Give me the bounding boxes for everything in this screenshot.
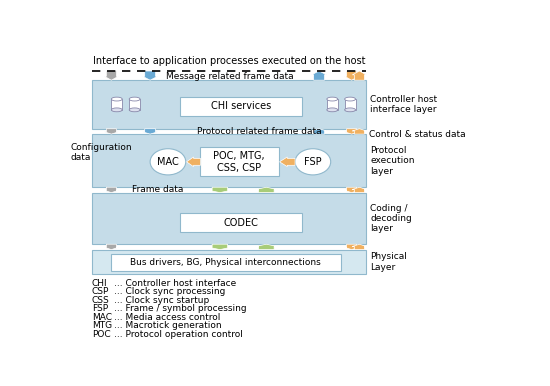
FancyBboxPatch shape — [92, 80, 366, 129]
Ellipse shape — [295, 149, 331, 175]
Polygon shape — [209, 187, 231, 193]
Text: FSP: FSP — [304, 157, 322, 167]
FancyBboxPatch shape — [180, 97, 302, 116]
FancyBboxPatch shape — [327, 99, 338, 110]
Polygon shape — [104, 129, 118, 134]
Text: ... Controller host interface: ... Controller host interface — [114, 279, 236, 288]
Polygon shape — [353, 71, 366, 80]
FancyBboxPatch shape — [200, 147, 279, 176]
Ellipse shape — [327, 108, 338, 112]
Polygon shape — [344, 129, 359, 134]
Text: ... Media access control: ... Media access control — [114, 313, 220, 322]
Text: Message related frame data: Message related frame data — [166, 72, 293, 81]
Polygon shape — [353, 187, 366, 193]
FancyBboxPatch shape — [129, 99, 140, 110]
Text: ... Clock sync processing: ... Clock sync processing — [114, 288, 225, 296]
Text: MAC: MAC — [92, 313, 112, 322]
Text: CHI: CHI — [92, 279, 108, 288]
Polygon shape — [186, 157, 201, 167]
Ellipse shape — [150, 149, 186, 175]
Text: ... Macrotick generation: ... Macrotick generation — [114, 321, 221, 330]
Ellipse shape — [129, 97, 140, 101]
Polygon shape — [256, 244, 277, 250]
Polygon shape — [311, 129, 327, 134]
FancyBboxPatch shape — [92, 250, 366, 274]
Ellipse shape — [345, 108, 355, 112]
Text: Coding /
decoding
layer: Coding / decoding layer — [370, 203, 412, 233]
Ellipse shape — [345, 97, 355, 101]
FancyBboxPatch shape — [111, 254, 341, 271]
Text: CODEC: CODEC — [223, 218, 258, 228]
Polygon shape — [104, 187, 118, 193]
Text: CHI services: CHI services — [211, 102, 271, 112]
Text: ... Protocol operation control: ... Protocol operation control — [114, 330, 243, 339]
Text: Interface to application processes executed on the host: Interface to application processes execu… — [92, 56, 365, 66]
Text: Control & status data: Control & status data — [370, 130, 466, 139]
Text: POC: POC — [92, 330, 111, 339]
Text: ... Clock sync startup: ... Clock sync startup — [114, 296, 209, 305]
Text: FSP: FSP — [92, 305, 108, 313]
Polygon shape — [104, 244, 118, 250]
Text: MTG: MTG — [92, 321, 112, 330]
Polygon shape — [209, 244, 231, 250]
Polygon shape — [311, 71, 327, 80]
Ellipse shape — [111, 97, 122, 101]
Polygon shape — [344, 244, 359, 250]
Ellipse shape — [129, 108, 140, 112]
Ellipse shape — [111, 108, 122, 112]
Polygon shape — [353, 244, 366, 250]
FancyBboxPatch shape — [92, 134, 366, 187]
Text: Bus drivers, BG, Physical interconnections: Bus drivers, BG, Physical interconnectio… — [130, 258, 321, 267]
Polygon shape — [256, 187, 277, 193]
Text: Controller host
interface layer: Controller host interface layer — [370, 95, 437, 114]
Polygon shape — [142, 129, 158, 134]
Polygon shape — [353, 129, 366, 134]
Polygon shape — [279, 157, 295, 167]
Polygon shape — [344, 187, 359, 193]
FancyBboxPatch shape — [345, 99, 355, 110]
Polygon shape — [104, 71, 118, 80]
Ellipse shape — [327, 97, 338, 101]
FancyBboxPatch shape — [180, 213, 302, 232]
Text: Protocol related frame data: Protocol related frame data — [197, 127, 321, 135]
FancyBboxPatch shape — [111, 99, 122, 110]
Text: ... Frame / symbol processing: ... Frame / symbol processing — [114, 305, 246, 313]
Text: CSS: CSS — [92, 296, 110, 305]
Polygon shape — [142, 71, 158, 80]
Text: MAC: MAC — [157, 157, 179, 167]
Text: Physical
Layer: Physical Layer — [370, 252, 407, 272]
Text: POC, MTG,
CSS, CSP: POC, MTG, CSS, CSP — [213, 151, 265, 173]
FancyBboxPatch shape — [92, 193, 366, 244]
Text: CSP: CSP — [92, 288, 109, 296]
Text: Configuration
data: Configuration data — [70, 143, 132, 162]
Text: Protocol
execution
layer: Protocol execution layer — [370, 146, 415, 176]
Text: Frame data: Frame data — [133, 185, 184, 194]
Polygon shape — [344, 71, 359, 80]
